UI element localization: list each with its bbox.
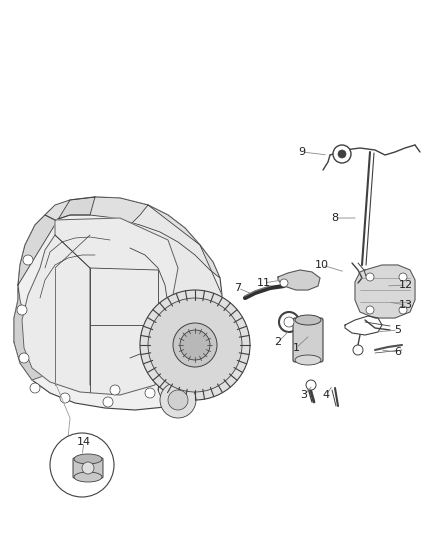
Polygon shape: [45, 197, 220, 278]
Text: 10: 10: [315, 260, 329, 270]
Circle shape: [110, 385, 120, 395]
Text: 6: 6: [395, 347, 402, 357]
Circle shape: [399, 306, 407, 314]
Text: 9: 9: [298, 147, 306, 157]
Polygon shape: [18, 197, 95, 285]
Circle shape: [306, 380, 316, 390]
Text: 4: 4: [322, 390, 329, 400]
Ellipse shape: [74, 454, 102, 464]
Text: 1: 1: [293, 343, 300, 353]
Polygon shape: [278, 270, 320, 290]
Text: 11: 11: [257, 278, 271, 288]
Circle shape: [60, 393, 70, 403]
Text: 8: 8: [332, 213, 339, 223]
Polygon shape: [14, 197, 238, 410]
Circle shape: [338, 150, 346, 158]
Circle shape: [19, 353, 29, 363]
Circle shape: [17, 305, 27, 315]
FancyBboxPatch shape: [73, 458, 103, 478]
Circle shape: [399, 273, 407, 281]
Circle shape: [366, 273, 374, 281]
Text: 7: 7: [234, 283, 242, 293]
Circle shape: [103, 397, 113, 407]
Circle shape: [280, 279, 288, 287]
Circle shape: [279, 312, 299, 332]
Circle shape: [140, 290, 250, 400]
Circle shape: [145, 388, 155, 398]
Ellipse shape: [295, 315, 321, 325]
Circle shape: [82, 462, 94, 474]
Circle shape: [180, 330, 210, 360]
Polygon shape: [22, 218, 178, 395]
Circle shape: [30, 383, 40, 393]
Circle shape: [160, 382, 196, 418]
Text: 3: 3: [300, 390, 307, 400]
Circle shape: [168, 390, 188, 410]
Text: 2: 2: [275, 337, 282, 347]
Circle shape: [173, 323, 217, 367]
Circle shape: [366, 306, 374, 314]
Circle shape: [50, 433, 114, 497]
FancyBboxPatch shape: [293, 318, 323, 362]
Polygon shape: [355, 265, 415, 318]
Text: 14: 14: [77, 437, 91, 447]
Circle shape: [23, 255, 33, 265]
Text: 13: 13: [399, 300, 413, 310]
Circle shape: [158, 357, 168, 367]
Polygon shape: [14, 285, 60, 380]
Polygon shape: [120, 205, 238, 407]
Circle shape: [333, 145, 351, 163]
Ellipse shape: [295, 355, 321, 365]
Ellipse shape: [74, 472, 102, 482]
Text: 12: 12: [399, 280, 413, 290]
Circle shape: [284, 317, 294, 327]
Circle shape: [148, 298, 242, 392]
Text: 5: 5: [395, 325, 402, 335]
Circle shape: [353, 345, 363, 355]
